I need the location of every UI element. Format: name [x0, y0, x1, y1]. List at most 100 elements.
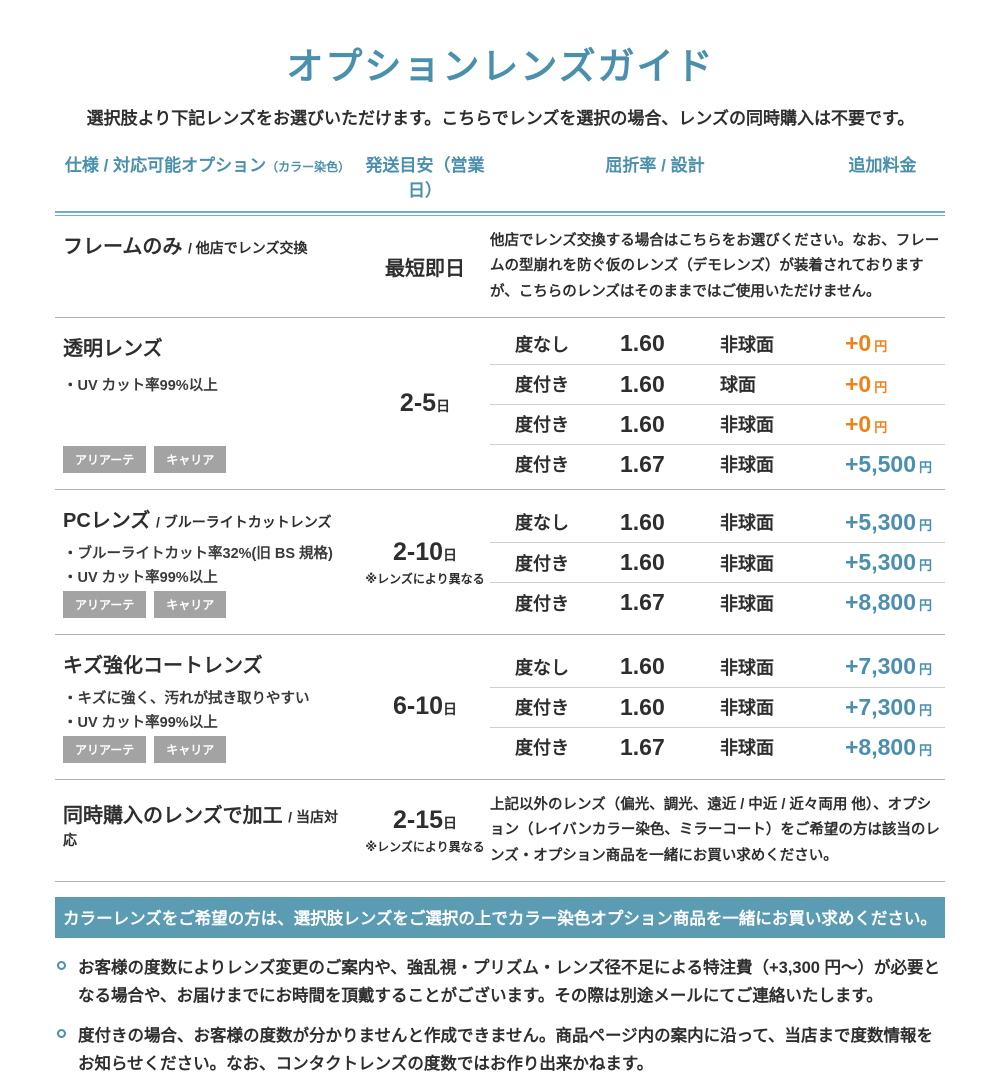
power-type: 度付き	[515, 738, 569, 759]
lens-row: 度なし 1.60 非球面 +7,300 円	[490, 647, 945, 687]
shipping-day-unit: 日	[443, 701, 458, 718]
section-pc-lens: PCレンズ / ブルーライトカットレンズ ・ブルーライトカット率32%(旧 BS…	[55, 490, 945, 635]
circle-bullet-icon	[57, 960, 66, 970]
column-header-spec-note: （カラー染色）	[266, 160, 351, 174]
color-lens-banner: カラーレンズをご希望の方は、選択肢レンズをご選択の上でカラー染色オプション商品を…	[55, 896, 945, 938]
column-header-spec-label: 仕様 / 対応可能オプション	[64, 156, 267, 175]
yen-suffix: 円	[919, 558, 933, 574]
section-title-main: フレームのみ	[63, 236, 183, 258]
section-description: 他店でレンズ交換する場合はこちらをお選びください。なお、フレームの型崩れを防ぐ仮…	[490, 233, 940, 300]
refractive-index: 1.60	[620, 410, 665, 437]
shipping-days-value: 2-10	[392, 537, 444, 566]
section-spec-column: PCレンズ / ブルーライトカットレンズ ・ブルーライトカット率32%(旧 BS…	[55, 490, 360, 634]
section-title-sub: / ブルーライトカットレンズ	[155, 514, 332, 531]
section-title: PCレンズ / ブルーライトカットレンズ	[63, 504, 350, 533]
feature-item: ・UV カット率99%以上	[63, 378, 218, 395]
section-scratch-coat-lens: キズ強化コートレンズ ・キズに強く、汚れが拭き取りやすい ・UV カット率99%…	[55, 635, 945, 780]
circle-bullet-icon	[57, 1028, 66, 1038]
badge-list: アリアーテ キャリア	[63, 590, 350, 624]
yen-suffix: 円	[874, 379, 888, 395]
section-frame-only: フレームのみ / 他店でレンズ交換 最短即日 他店でレンズ交換する場合はこちらを…	[55, 216, 945, 319]
shipping-day-unit: 日	[436, 398, 451, 415]
shipping-days: 6-10日	[393, 692, 457, 721]
lens-design: 非球面	[720, 415, 774, 436]
refractive-index: 1.60	[620, 330, 665, 357]
feature-list: ・キズに強く、汚れが拭き取りやすい ・UV カット率99%以上	[63, 688, 350, 736]
power-type: 度付き	[515, 698, 569, 719]
note-text: お客様の度数によりレンズ変更のご案内や、強乱視・プリズム・レンズ径不足による特注…	[78, 958, 941, 1006]
notes-list: お客様の度数によりレンズ変更のご案内や、強乱視・プリズム・レンズ径不足による特注…	[55, 954, 945, 1078]
price-value: +5,500 円	[845, 451, 945, 478]
shipping-day-unit: 日	[443, 814, 458, 831]
shipping-days-value: 2-15	[392, 805, 444, 834]
lens-option-rows: 度なし 1.60 非球面 +0 円 度付き 1.60 球面 +0 円 度付き 1.6…	[490, 318, 945, 489]
brand-badge: アリアーテ	[63, 446, 147, 474]
lens-row: 度なし 1.60 非球面 +0 円	[490, 324, 945, 364]
badge-list: アリアーテ キャリア	[63, 735, 350, 769]
lens-design: 非球面	[720, 513, 774, 534]
lens-row: 度付き 1.60 非球面 +5,300 円	[490, 542, 945, 582]
section-title: 透明レンズ	[63, 338, 163, 361]
yen-suffix: 円	[919, 459, 933, 475]
price-value: +0 円	[845, 330, 945, 357]
note-text: 度付きの場合、お客様の度数が分かりませんと作成できません。商品ページ内の案内に沿…	[78, 1026, 934, 1074]
refractive-index: 1.60	[620, 549, 665, 576]
price-value: +5,300 円	[845, 509, 945, 536]
section-title-sub: / 当店対応	[63, 809, 338, 849]
section-title: 同時購入のレンズで加工 / 当店対応	[63, 799, 350, 851]
price-amount: +7,300	[845, 653, 916, 680]
badge-list: アリアーテ キャリア	[63, 446, 350, 479]
shipping-cell: 最短即日	[360, 216, 490, 317]
section-title: キズ強化コートレンズ	[63, 654, 263, 677]
brand-badge: キャリア	[154, 735, 227, 763]
feature-item: ・ブルーライトカット率32%(旧 BS 規格)	[63, 546, 333, 563]
power-type: 度付き	[515, 593, 569, 614]
power-type: 度付き	[515, 553, 569, 574]
shipping-day-unit: 日	[443, 546, 458, 563]
page-subtitle: 選択肢より下記レンズをお選びいただけます。こちらでレンズを選択の場合、レンズの同…	[86, 109, 915, 128]
yen-suffix: 円	[874, 339, 888, 355]
brand-badge: キャリア	[154, 446, 227, 474]
section-title: フレームのみ / 他店でレンズ交換	[63, 230, 350, 259]
yen-suffix: 円	[919, 662, 933, 678]
shipping-note: ※レンズにより異なる	[365, 839, 485, 854]
section-spec-column: キズ強化コートレンズ ・キズに強く、汚れが拭き取りやすい ・UV カット率99%…	[55, 635, 360, 779]
shipping-cell: 6-10日	[360, 635, 490, 779]
refractive-index: 1.60	[620, 693, 665, 720]
shipping-days: 2-15日	[393, 806, 457, 835]
price-value: +7,300 円	[845, 653, 945, 680]
price-amount: +5,500	[845, 450, 916, 477]
section-simultaneous-purchase: 同時購入のレンズで加工 / 当店対応 2-15日 ※レンズにより異なる 上記以外…	[55, 780, 945, 882]
price-amount: +7,300	[845, 693, 916, 720]
refractive-index: 1.60	[620, 370, 665, 397]
lens-option-rows: 度なし 1.60 非球面 +7,300 円 度付き 1.60 非球面 +7,300…	[490, 635, 945, 779]
price-amount: +8,800	[845, 589, 916, 616]
lens-option-rows: 度なし 1.60 非球面 +5,300 円 度付き 1.60 非球面 +5,300…	[490, 490, 945, 634]
power-type: 度なし	[515, 334, 569, 355]
brand-badge: アリアーテ	[63, 735, 147, 763]
lens-design: 非球面	[720, 455, 774, 476]
refractive-index: 1.67	[620, 733, 665, 760]
price-value: +8,800 円	[845, 589, 945, 616]
option-lens-guide-page: オプションレンズガイド 選択肢より下記レンズをお選びいただけます。こちらでレンズ…	[0, 36, 1001, 1078]
page-title: オプションレンズガイド	[286, 46, 715, 87]
lens-design: 非球面	[720, 334, 774, 355]
feature-list: ・ブルーライトカット率32%(旧 BS 規格) ・UV カット率99%以上	[63, 543, 350, 591]
section-title-main: 同時購入のレンズで加工	[63, 805, 283, 828]
section-spec-column: フレームのみ / 他店でレンズ交換	[55, 216, 360, 317]
section-spec-column: 同時購入のレンズで加工 / 当店対応	[55, 780, 360, 881]
yen-suffix: 円	[919, 702, 933, 718]
lens-row: 度付き 1.60 球面 +0 円	[490, 363, 945, 404]
shipping-days: 2-10日	[393, 538, 457, 567]
feature-item: ・UV カット率99%以上	[63, 570, 218, 587]
lens-design: 非球面	[720, 593, 774, 614]
power-type: 度なし	[515, 513, 569, 534]
brand-badge: アリアーテ	[63, 590, 147, 618]
feature-item: ・UV カット率99%以上	[63, 714, 218, 731]
note-item: 度付きの場合、お客様の度数が分かりませんと作成できません。商品ページ内の案内に沿…	[55, 1022, 945, 1078]
section-spec-column: 透明レンズ ・UV カット率99%以上 アリアーテ キャリア	[55, 318, 360, 489]
refractive-index: 1.67	[620, 589, 665, 616]
power-type: 度なし	[515, 657, 569, 678]
price-value: +7,300 円	[845, 694, 945, 721]
header-divider	[55, 211, 945, 216]
